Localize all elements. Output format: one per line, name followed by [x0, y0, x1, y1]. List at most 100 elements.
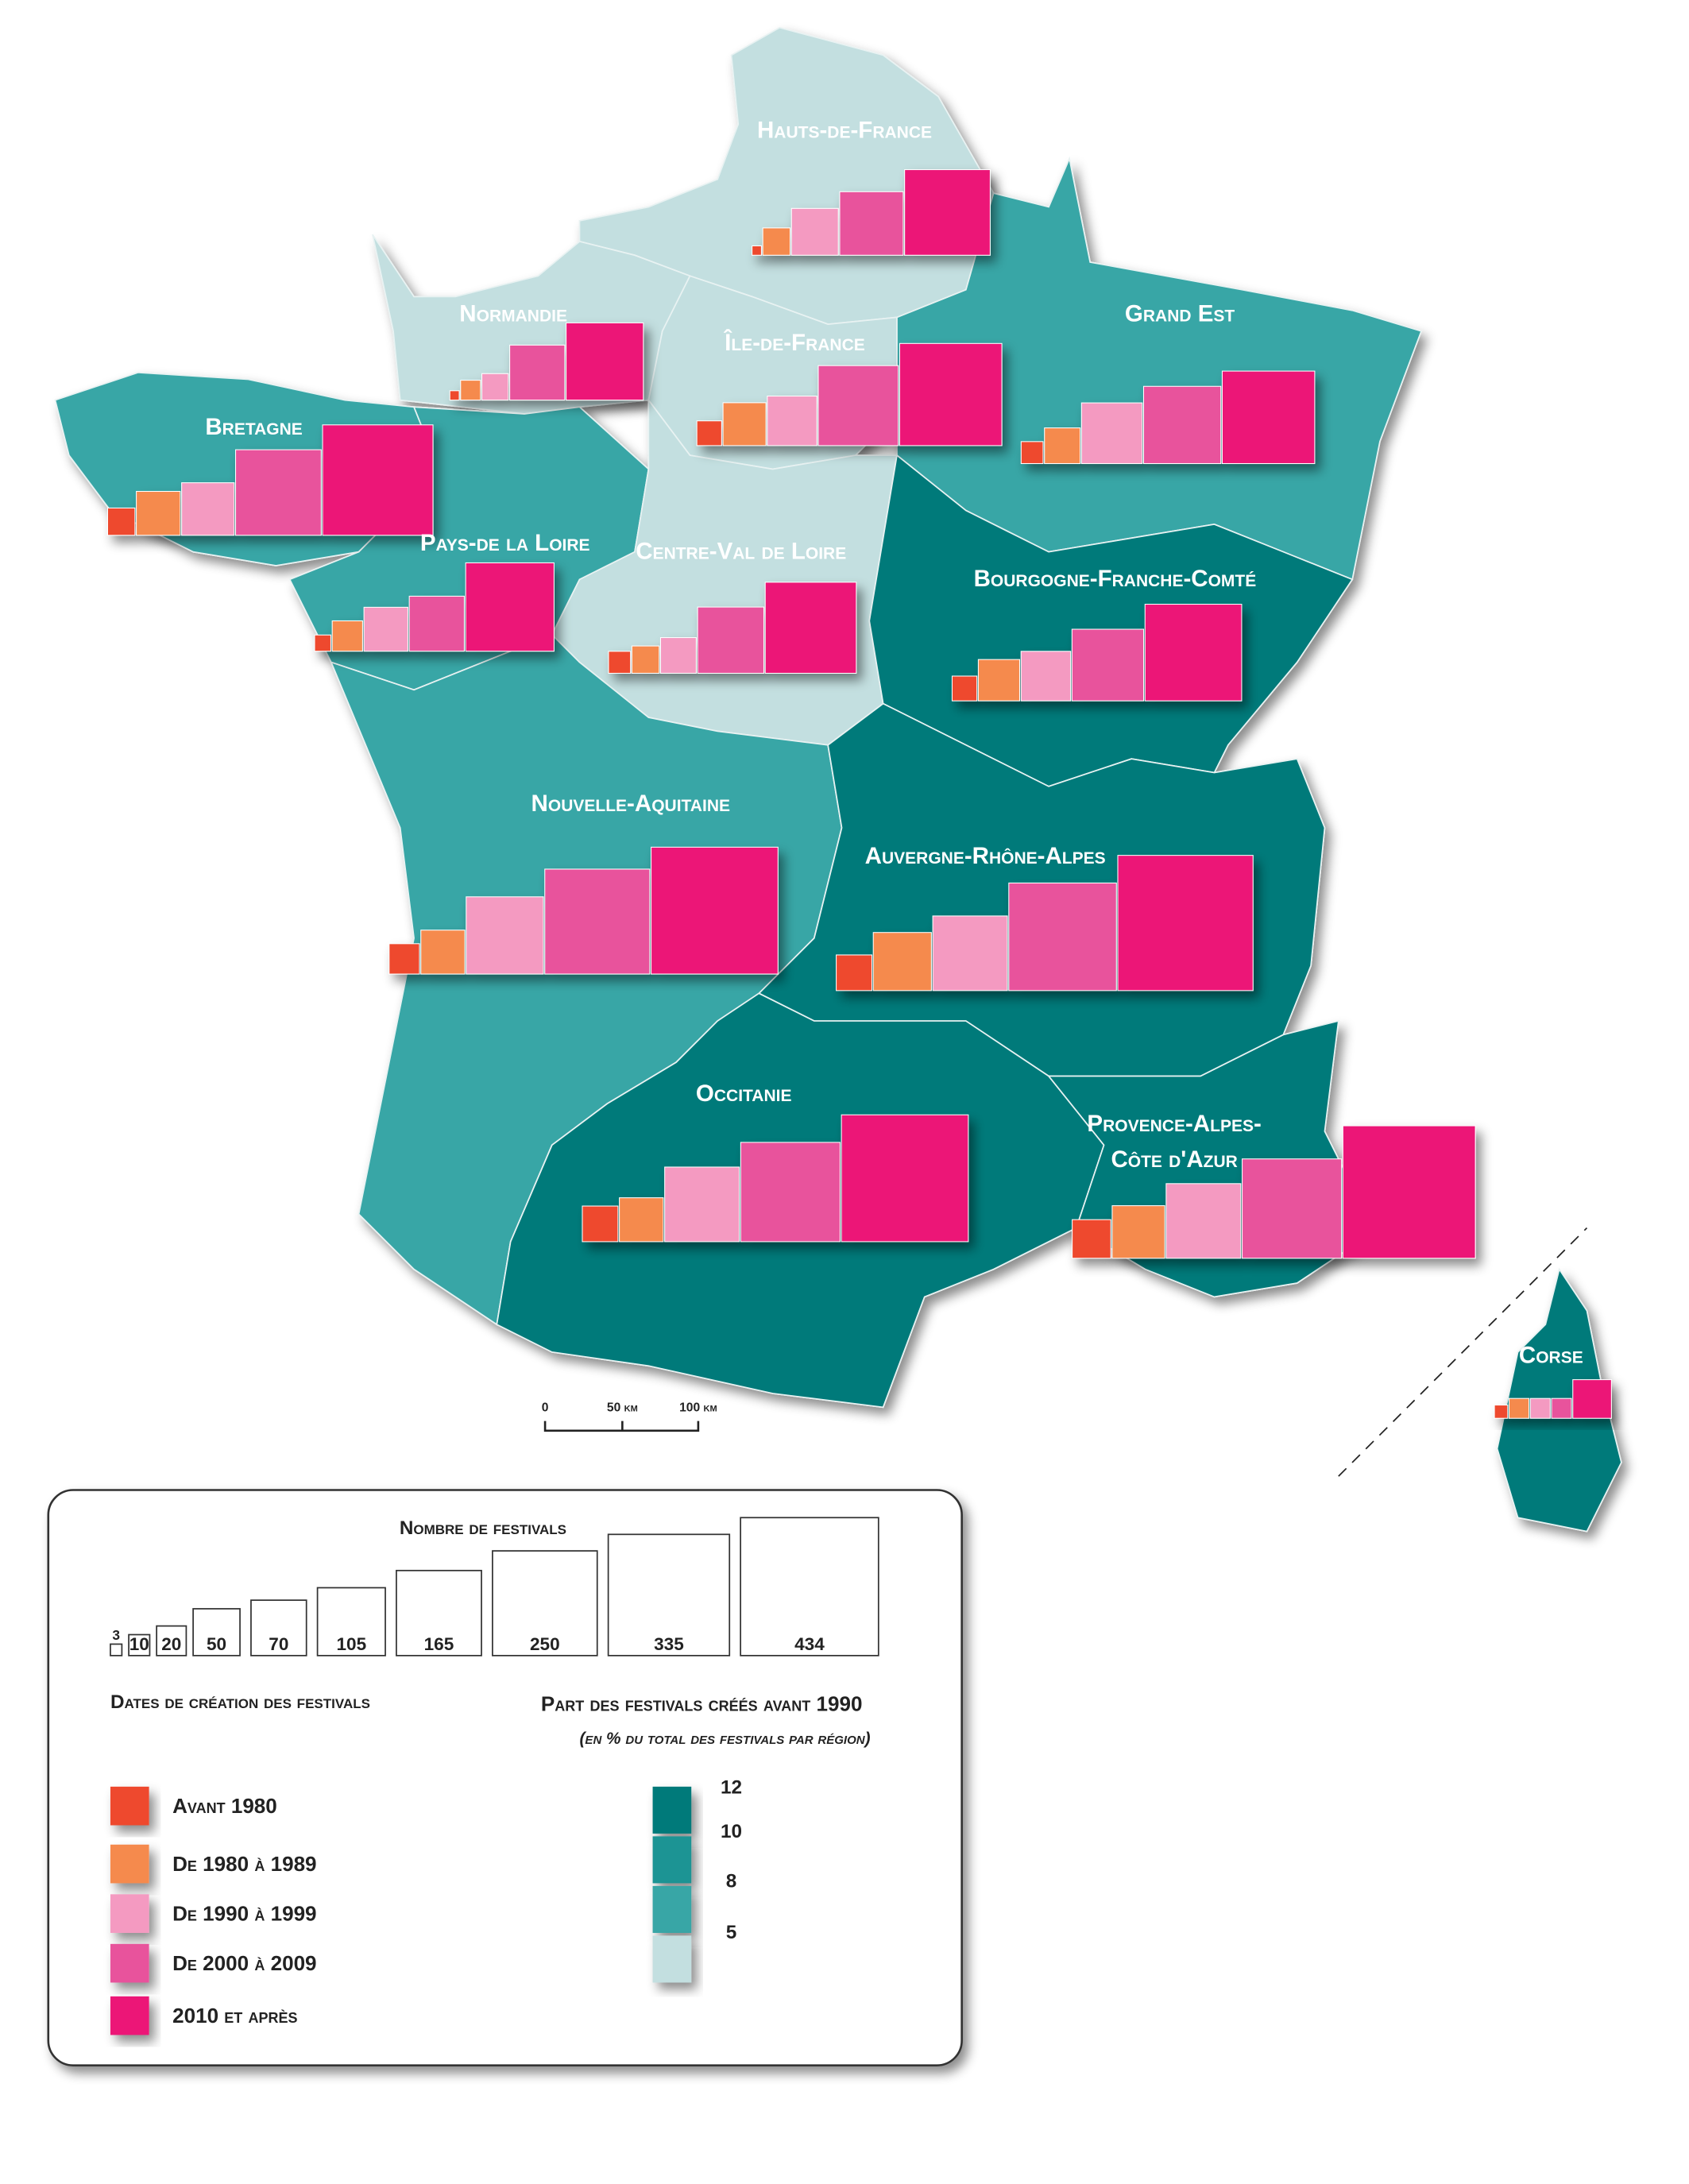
festival-square: [619, 1197, 664, 1243]
region-label: Normandie: [459, 301, 567, 327]
festival-square: [1572, 1379, 1612, 1419]
size-legend-title: Nombre de festivals: [400, 1517, 566, 1539]
festival-square: [764, 582, 857, 674]
region-bars: [1494, 1379, 1612, 1419]
share-legend-swatch: [652, 1935, 692, 1983]
size-legend-square: [128, 1633, 151, 1656]
festival-square: [1494, 1405, 1509, 1419]
festival-square: [449, 390, 460, 401]
festival-square: [762, 227, 791, 256]
size-legend-label: 250: [530, 1634, 560, 1654]
region-label: Hauts-de-France: [757, 118, 932, 144]
festival-square: [1020, 441, 1044, 465]
festival-square: [899, 342, 1003, 446]
festival-square: [1008, 882, 1117, 991]
festival-square: [904, 169, 991, 256]
share-legend-label: 8: [726, 1871, 737, 1892]
festival-square: [1551, 1397, 1572, 1419]
region-label: Occitanie: [696, 1080, 792, 1107]
region-bars: [836, 855, 1254, 991]
festival-square: [388, 943, 420, 975]
share-legend-swatch: [652, 1885, 692, 1933]
date-legend-label: De 1980 à 1989: [172, 1852, 316, 1876]
share-legend-label: 10: [721, 1821, 742, 1842]
date-legend-swatch: [110, 1996, 149, 2035]
festival-square: [466, 896, 544, 975]
share-legend-title: Part des festivals créés avant 1990: [541, 1691, 863, 1715]
festival-square: [651, 846, 779, 975]
festival-square: [1342, 1125, 1476, 1259]
size-legend-square: [396, 1569, 482, 1656]
size-legend-square: [492, 1550, 598, 1656]
festival-square: [841, 1114, 969, 1243]
scale-bar: 0 50 km 100 km: [542, 1401, 717, 1432]
region-bars: [388, 846, 779, 975]
festival-square: [664, 1166, 740, 1243]
region-bars: [314, 562, 555, 652]
festival-square: [1144, 604, 1243, 702]
size-legend-label: 434: [794, 1634, 825, 1654]
festival-square: [322, 424, 434, 536]
region-label: Centre-Val de Loire: [636, 538, 846, 564]
date-legend-label: De 2000 à 2009: [172, 1951, 316, 1975]
festival-square: [932, 915, 1008, 991]
size-legend-square: [740, 1517, 879, 1656]
size-legend-label: 335: [654, 1634, 684, 1654]
festival-square: [460, 380, 481, 401]
region-shape: [868, 454, 1354, 787]
region-label: Corse: [1519, 1343, 1583, 1369]
share-legend-subtitle: (en % du total des festivals par région): [580, 1730, 871, 1748]
size-legend-label: 165: [424, 1634, 454, 1654]
region-label: Bourgogne-Franche-Comté: [974, 566, 1257, 592]
festival-square: [363, 606, 408, 652]
festival-square: [1080, 402, 1143, 465]
festival-square: [1529, 1397, 1551, 1419]
corse-divider: [1338, 1227, 1588, 1477]
region-label: Pays-de la Loire: [420, 530, 590, 556]
region-label: Provence-Alpes-: [1087, 1111, 1261, 1137]
festival-square: [790, 207, 839, 256]
share-legend-label: 5: [726, 1922, 737, 1943]
festival-square: [1221, 370, 1316, 465]
region-label: Auvergne-Rhône-Alpes: [865, 843, 1106, 869]
share-legend-swatch: [652, 1836, 692, 1884]
festival-square: [1072, 1219, 1111, 1259]
date-legend-label: Avant 1980: [172, 1794, 277, 1818]
festival-square: [977, 659, 1020, 702]
festival-square: [1508, 1397, 1530, 1419]
date-legend-label: De 1990 à 1999: [172, 1901, 316, 1925]
festival-square: [544, 868, 651, 975]
festival-square: [1142, 385, 1222, 465]
size-legend-label: 70: [269, 1634, 288, 1654]
scale-label: 100 km: [679, 1401, 717, 1415]
date-legend-title: Dates de création des festivals: [110, 1691, 370, 1713]
festival-square: [314, 634, 331, 652]
region-bars: [582, 1114, 969, 1243]
size-legend-label: 20: [161, 1634, 181, 1654]
festival-square: [767, 396, 817, 446]
festival-square: [722, 402, 767, 446]
festival-square: [481, 373, 509, 401]
size-legend-square: [250, 1599, 307, 1656]
region-bars: [1072, 1125, 1476, 1259]
region-bars: [696, 342, 1003, 446]
region-bars: [106, 424, 434, 536]
festival-square: [1242, 1158, 1343, 1259]
festival-square: [465, 562, 555, 652]
scale-line: [543, 1421, 700, 1432]
festival-square: [659, 637, 697, 674]
festival-square: [235, 449, 322, 536]
date-legend-swatch: [110, 1894, 149, 1933]
date-legend-label: 2010 et après: [172, 2004, 297, 2027]
share-legend-swatch: [652, 1786, 692, 1834]
region-bars: [951, 604, 1243, 702]
festival-square: [696, 420, 722, 446]
festival-square: [697, 606, 765, 674]
date-legend-swatch: [110, 1943, 149, 1983]
size-legend-label: 10: [129, 1634, 149, 1654]
festival-square: [1071, 628, 1145, 702]
festival-square: [872, 932, 932, 991]
share-legend-label: 12: [721, 1777, 742, 1799]
festival-square: [566, 322, 644, 401]
region-bars: [752, 169, 991, 256]
